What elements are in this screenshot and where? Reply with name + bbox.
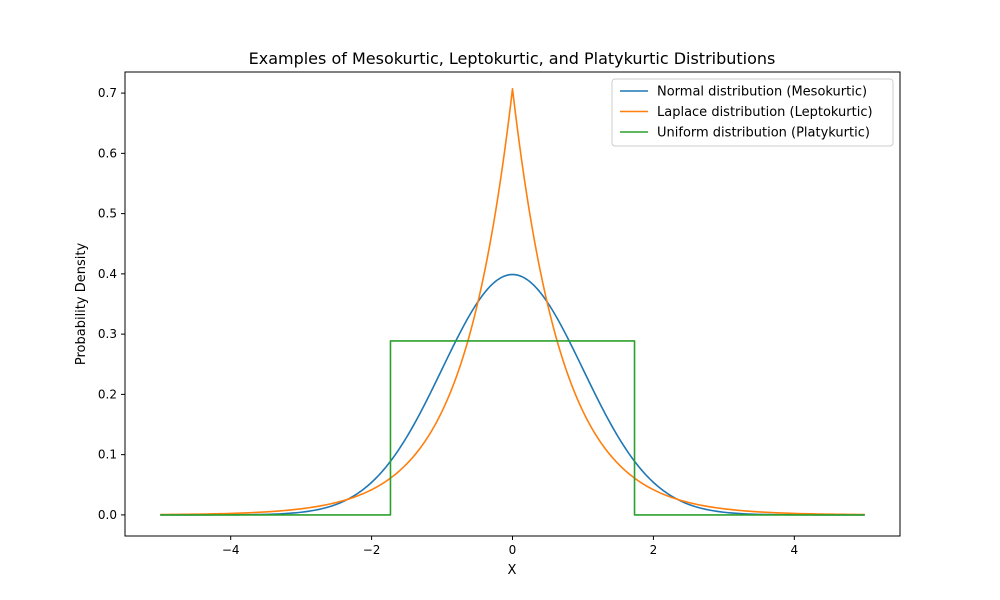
y-tick-label: 0.6	[98, 146, 117, 160]
y-tick-label: 0.1	[98, 448, 117, 462]
x-tick-label: −4	[222, 543, 240, 557]
legend-label: Uniform distribution (Platykurtic)	[657, 126, 870, 141]
series-line-2	[160, 340, 865, 516]
y-tick-label: 0.7	[98, 86, 117, 100]
series-line-1	[160, 88, 865, 516]
series-layer	[160, 88, 865, 516]
x-tick-label: 0	[509, 543, 517, 557]
y-tick-label: 0.0	[98, 508, 117, 522]
legend: Normal distribution (Mesokurtic) Laplace …	[611, 78, 894, 147]
legend-label: Laplace distribution (Leptokurtic)	[657, 105, 873, 120]
series-line-0	[160, 273, 865, 516]
x-axis-label: X	[508, 563, 517, 578]
x-axis: −4 −2 0 2 4	[222, 536, 798, 557]
chart-title: Examples of Mesokurtic, Leptokurtic, and…	[249, 49, 776, 68]
y-tick-label: 0.4	[98, 267, 117, 281]
y-axis: 0.0 0.1 0.2 0.3 0.4 0.5 0.6 0.7	[98, 86, 125, 522]
y-tick-label: 0.5	[98, 207, 117, 221]
x-tick-label: 4	[790, 543, 798, 557]
y-tick-label: 0.3	[98, 327, 117, 341]
x-tick-label: 2	[650, 543, 658, 557]
y-tick-label: 0.2	[98, 387, 117, 401]
x-tick-label: −2	[363, 543, 381, 557]
legend-label: Normal distribution (Mesokurtic)	[657, 85, 867, 100]
legend-box	[611, 78, 894, 147]
y-axis-label: Probability Density	[74, 243, 89, 366]
